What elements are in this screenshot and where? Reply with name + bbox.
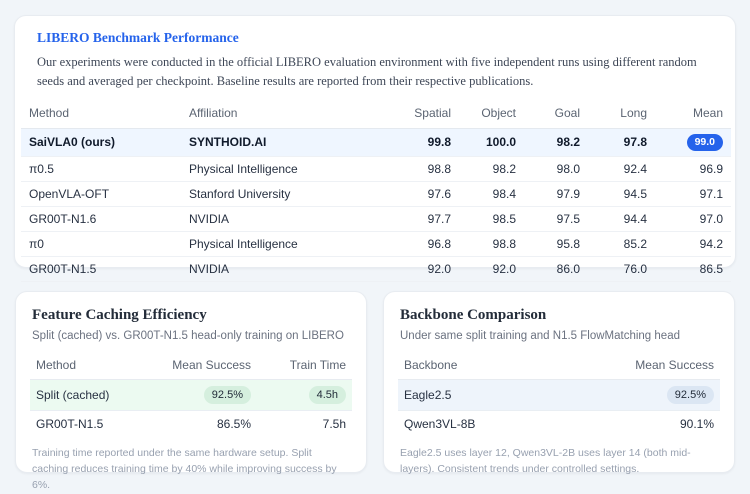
- long-cell: 76.0: [588, 256, 655, 282]
- benchmark-title: LIBERO Benchmark Performance: [37, 30, 239, 45]
- method-cell: SaiVLA0 (ours): [21, 128, 181, 157]
- benchmark-card: LIBERO Benchmark Performance Our experim…: [14, 15, 736, 282]
- column-header-spatial: Spatial: [387, 101, 459, 129]
- backbone-cell: Qwen3VL-8B: [404, 417, 476, 432]
- backbone-footnote: Eagle2.5 uses layer 12, Qwen3VL-2B uses …: [400, 447, 691, 476]
- train-time-cell: 7.5h: [322, 417, 346, 432]
- column-header-train-time: Train Time: [257, 353, 352, 380]
- long-cell: 94.4: [588, 206, 655, 232]
- table-row-highlighted: SaiVLA0 (ours) SYNTHOID.AI 99.8 100.0 98…: [21, 128, 731, 157]
- backbone-header-row: Backbone Mean Success: [398, 353, 720, 380]
- goal-cell: 95.8: [524, 231, 588, 257]
- object-cell: 98.4: [459, 181, 524, 207]
- method-cell: π0: [21, 231, 181, 257]
- column-header-backbone: Backbone: [398, 353, 600, 380]
- caching-header-row: Method Mean Success Train Time: [30, 353, 352, 380]
- column-header-mean: Mean: [655, 101, 731, 129]
- benchmark-description: Our experiments were conducted in the of…: [37, 55, 697, 88]
- backbone-comparison-card: Backbone Comparison Under same split tra…: [383, 291, 735, 475]
- column-header-method: Method: [21, 101, 181, 129]
- benchmark-table: Method Affiliation Spatial Object Goal L…: [21, 101, 731, 282]
- table-row: π0.5 Physical Intelligence 98.8 98.2 98.…: [21, 156, 731, 182]
- method-cell: GR00T-N1.5: [21, 256, 181, 282]
- affiliation-cell: SYNTHOID.AI: [181, 128, 387, 157]
- mean-cell: 94.2: [655, 231, 731, 257]
- benchmark-header-row: Method Affiliation Spatial Object Goal L…: [21, 101, 731, 129]
- table-row: GR00T-N1.5 86.5% 7.5h: [30, 411, 352, 438]
- mean-success-cell: 90.1%: [679, 417, 714, 432]
- mean-success-cell: 86.5%: [216, 417, 251, 432]
- table-row: GR00T-N1.5 NVIDIA 92.0 92.0 86.0 76.0 86…: [21, 256, 731, 282]
- spatial-cell: 92.0: [387, 256, 459, 282]
- long-cell: 94.5: [588, 181, 655, 207]
- column-header-goal: Goal: [524, 101, 588, 129]
- spatial-cell: 98.8: [387, 156, 459, 182]
- column-header-object: Object: [459, 101, 524, 129]
- mean-success-badge: 92.5%: [666, 386, 714, 405]
- mean-cell: 97.1: [655, 181, 731, 207]
- goal-cell: 98.0: [524, 156, 588, 182]
- object-cell: 98.2: [459, 156, 524, 182]
- spatial-cell: 96.8: [387, 231, 459, 257]
- table-row: GR00T-N1.6 NVIDIA 97.7 98.5 97.5 94.4 97…: [21, 206, 731, 232]
- backbone-subtitle: Under same split training and N1.5 FlowM…: [400, 330, 680, 342]
- column-header-method: Method: [30, 353, 147, 380]
- method-cell: Split (cached): [30, 379, 147, 412]
- column-header-long: Long: [588, 101, 655, 129]
- table-row: π0 Physical Intelligence 96.8 98.8 95.8 …: [21, 231, 731, 257]
- method-cell: π0.5: [21, 156, 181, 182]
- train-time-badge: 4.5h: [308, 386, 346, 405]
- long-cell: 92.4: [588, 156, 655, 182]
- table-row: OpenVLA-OFT Stanford University 97.6 98.…: [21, 181, 731, 207]
- object-cell: 92.0: [459, 256, 524, 282]
- backbone-table: Backbone Mean Success Eagle2.5 92.5% Qwe…: [398, 353, 720, 437]
- table-row: Qwen3VL-8B 90.1%: [398, 411, 720, 438]
- caching-subtitle: Split (cached) vs. GR00T-N1.5 head-only …: [32, 330, 344, 342]
- affiliation-cell: Physical Intelligence: [181, 156, 387, 182]
- table-row-highlighted: Split (cached) 92.5% 4.5h: [30, 379, 352, 412]
- backbone-title: Backbone Comparison: [400, 307, 547, 323]
- column-header-mean-success: Mean Success: [147, 353, 257, 380]
- goal-cell: 86.0: [524, 256, 588, 282]
- mean-cell: 97.0: [655, 206, 731, 232]
- column-header-affiliation: Affiliation: [181, 101, 387, 129]
- affiliation-cell: NVIDIA: [181, 256, 387, 282]
- backbone-cell: Eagle2.5: [398, 379, 600, 412]
- affiliation-cell: Stanford University: [181, 181, 387, 207]
- caching-title: Feature Caching Efficiency: [32, 307, 207, 323]
- affiliation-cell: Physical Intelligence: [181, 231, 387, 257]
- goal-cell: 98.2: [524, 128, 588, 157]
- spatial-cell: 97.7: [387, 206, 459, 232]
- long-cell: 97.8: [588, 128, 655, 157]
- mean-cell: 96.9: [655, 156, 731, 182]
- affiliation-cell: NVIDIA: [181, 206, 387, 232]
- spatial-cell: 99.8: [387, 128, 459, 157]
- spatial-cell: 97.6: [387, 181, 459, 207]
- goal-cell: 97.9: [524, 181, 588, 207]
- feature-caching-card: Feature Caching Efficiency Split (cached…: [15, 291, 367, 491]
- table-row-highlighted: Eagle2.5 92.5%: [398, 379, 720, 412]
- column-header-mean-success: Mean Success: [600, 353, 720, 380]
- object-cell: 100.0: [459, 128, 524, 157]
- method-cell: GR00T-N1.5: [36, 417, 104, 432]
- method-cell: GR00T-N1.6: [21, 206, 181, 232]
- method-cell: OpenVLA-OFT: [21, 181, 181, 207]
- long-cell: 85.2: [588, 231, 655, 257]
- mean-score-badge: 99.0: [686, 133, 723, 151]
- mean-success-badge: 92.5%: [203, 386, 251, 405]
- object-cell: 98.8: [459, 231, 524, 257]
- caching-footnote: Training time reported under the same ha…: [32, 447, 337, 491]
- caching-table: Method Mean Success Train Time Split (ca…: [30, 353, 352, 437]
- object-cell: 98.5: [459, 206, 524, 232]
- mean-cell: 86.5: [655, 256, 731, 282]
- goal-cell: 97.5: [524, 206, 588, 232]
